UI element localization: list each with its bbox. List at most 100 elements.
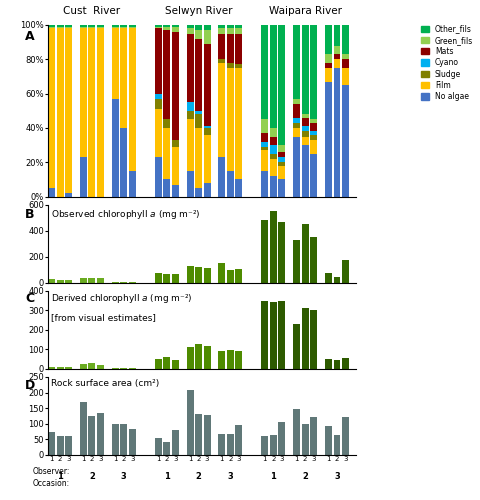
Bar (186, 111, 193, 120)
Bar (278, 152, 285, 157)
Bar (171, 26, 178, 32)
Bar (120, 368, 127, 369)
Bar (333, 360, 340, 369)
Bar (310, 310, 316, 369)
Bar (324, 68, 331, 82)
Bar (80, 28, 87, 157)
Bar (227, 270, 233, 283)
Bar (261, 142, 268, 147)
Bar (324, 359, 331, 369)
Bar (195, 111, 202, 114)
Bar (227, 63, 233, 68)
Bar (48, 188, 55, 196)
Bar (65, 26, 72, 28)
Bar (301, 25, 308, 114)
Bar (227, 350, 233, 369)
Text: 3: 3 (334, 472, 339, 481)
Bar (48, 280, 55, 283)
Bar (301, 308, 308, 369)
Bar (269, 128, 276, 136)
Bar (333, 54, 340, 60)
Bar (97, 28, 104, 196)
Bar (278, 422, 285, 455)
Bar (293, 240, 300, 283)
Bar (333, 25, 340, 46)
Bar (341, 358, 348, 369)
Bar (278, 222, 285, 283)
Bar (310, 123, 316, 132)
Bar (203, 135, 210, 183)
Bar (97, 25, 104, 26)
Bar (163, 26, 170, 30)
Bar (324, 273, 331, 283)
Bar (88, 28, 95, 196)
Bar (341, 68, 348, 85)
Bar (155, 99, 161, 109)
Bar (324, 63, 331, 68)
Bar (195, 188, 202, 196)
Text: Rock surface area (cm²): Rock surface area (cm²) (51, 378, 159, 388)
Bar (129, 368, 135, 369)
Bar (278, 180, 285, 196)
Bar (195, 128, 202, 188)
Bar (218, 34, 225, 60)
Text: Cust  River: Cust River (63, 6, 120, 16)
Bar (163, 180, 170, 196)
Bar (218, 28, 225, 34)
Bar (333, 46, 340, 54)
Bar (57, 25, 63, 26)
Bar (48, 28, 55, 188)
Bar (155, 25, 161, 26)
Bar (48, 432, 55, 455)
Bar (301, 424, 308, 455)
Bar (171, 360, 178, 369)
Bar (120, 282, 127, 283)
Bar (129, 25, 135, 26)
Text: 3: 3 (227, 472, 233, 481)
Bar (269, 145, 276, 154)
Bar (203, 183, 210, 196)
Bar (97, 413, 104, 455)
Bar (203, 126, 210, 128)
Bar (97, 26, 104, 28)
Bar (227, 434, 233, 455)
Bar (203, 268, 210, 283)
Bar (324, 54, 331, 63)
Bar (324, 426, 331, 455)
Bar (203, 30, 210, 44)
Text: Waipara River: Waipara River (268, 6, 341, 16)
Bar (171, 430, 178, 455)
Bar (129, 26, 135, 28)
Bar (235, 352, 242, 369)
Bar (195, 344, 202, 369)
Bar (186, 25, 193, 28)
Bar (235, 28, 242, 34)
Bar (293, 128, 300, 136)
Bar (293, 104, 300, 118)
Bar (203, 346, 210, 369)
Bar (261, 220, 268, 283)
Text: A: A (25, 30, 35, 43)
Bar (293, 25, 300, 99)
Bar (218, 263, 225, 283)
Text: 2: 2 (89, 472, 95, 481)
Text: Observer:: Observer: (33, 468, 70, 476)
Bar (310, 417, 316, 455)
Bar (48, 25, 55, 26)
Bar (310, 25, 316, 120)
Bar (269, 159, 276, 176)
Text: 3: 3 (120, 472, 126, 481)
Bar (65, 280, 72, 283)
Bar (235, 269, 242, 283)
Bar (48, 26, 55, 28)
Bar (171, 140, 178, 147)
Bar (324, 82, 331, 196)
Bar (341, 54, 348, 60)
Bar (269, 176, 276, 197)
Bar (80, 402, 87, 455)
Text: 1: 1 (270, 472, 276, 481)
Bar (227, 171, 233, 196)
Bar (171, 32, 178, 140)
Bar (301, 118, 308, 126)
Text: 2: 2 (195, 472, 201, 481)
